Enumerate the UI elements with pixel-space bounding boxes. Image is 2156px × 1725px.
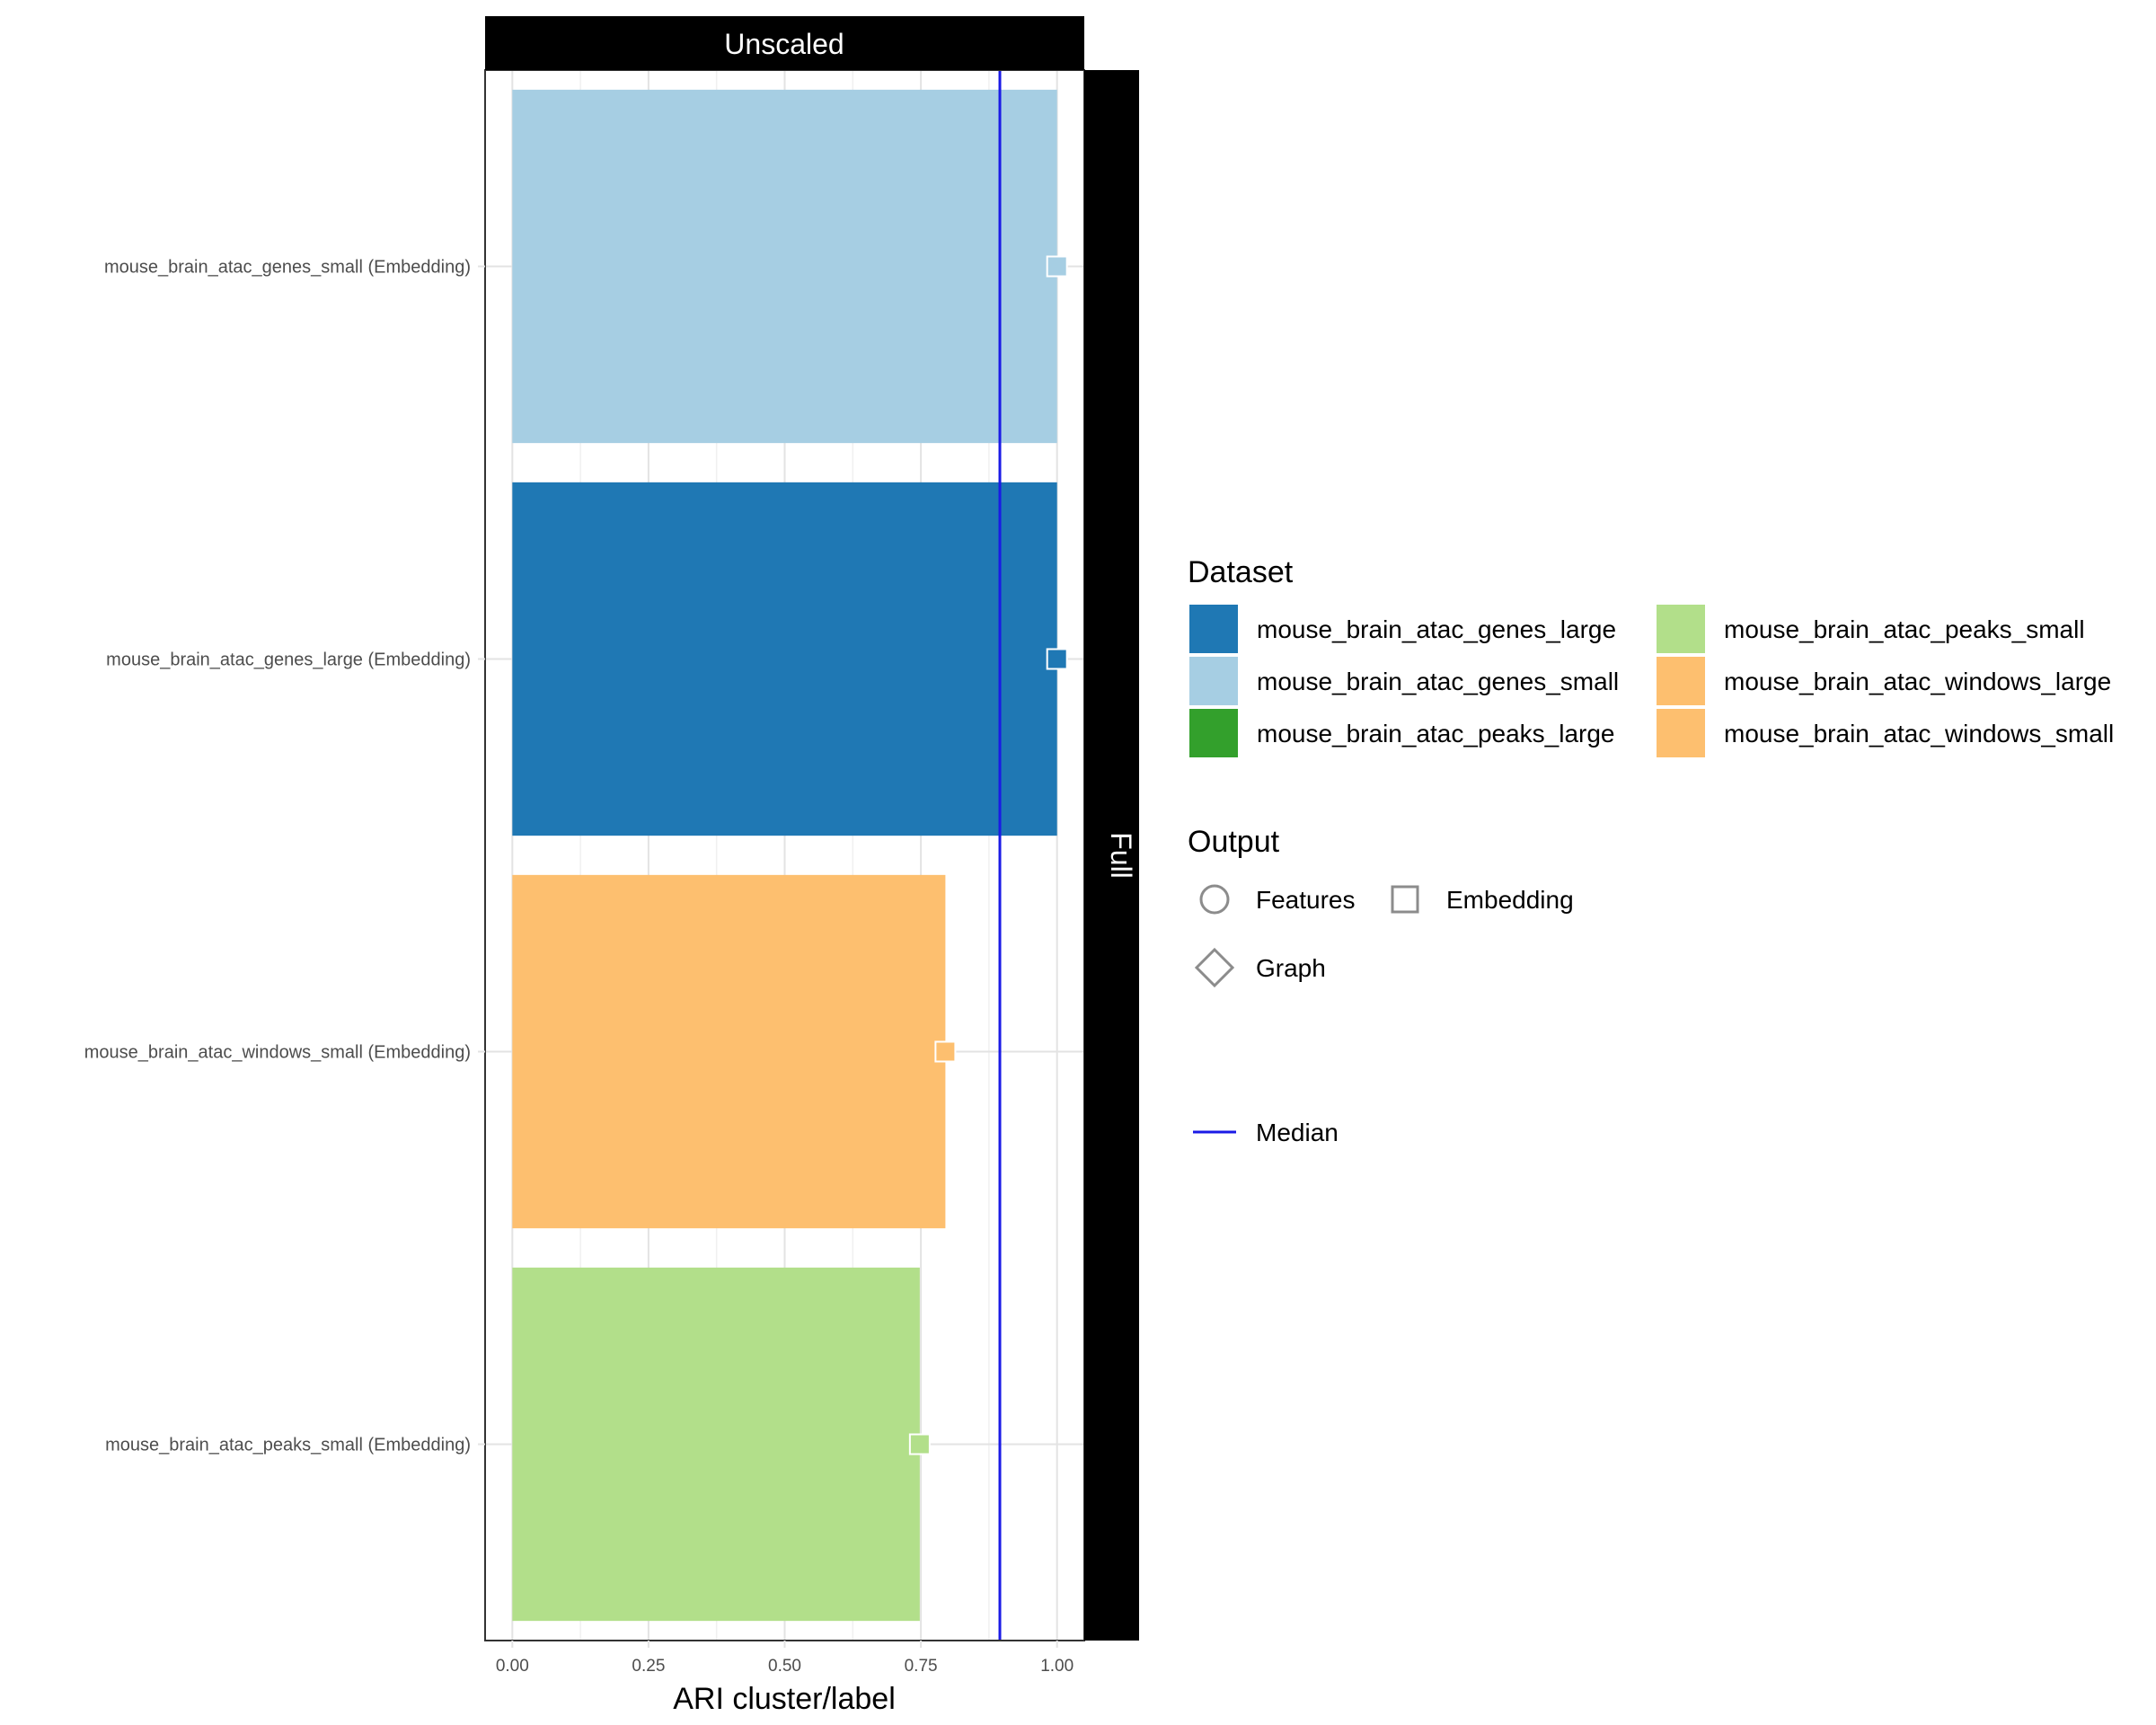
legend-shape-Embedding xyxy=(1391,885,1419,914)
legend-label-Embedding: Embedding xyxy=(1446,886,1574,914)
bar-mouse_brain_atac_genes_large xyxy=(512,482,1057,836)
points xyxy=(908,255,1068,1455)
legend-key-mouse_brain_atac_genes_small xyxy=(1188,655,1240,707)
legend-label-mouse_brain_atac_windows_large: mouse_brain_atac_windows_large xyxy=(1724,668,2111,695)
x-axis: 0.00 0.25 0.50 0.75 1.00 xyxy=(496,1641,1074,1676)
legend-label-mouse_brain_atac_genes_large: mouse_brain_atac_genes_large xyxy=(1257,615,1616,643)
legend-shape-Graph xyxy=(1194,947,1235,988)
legend-key-mouse_brain_atac_peaks_small xyxy=(1655,603,1707,655)
legend-median-label: Median xyxy=(1256,1119,1339,1146)
bar-mouse_brain_atac_peaks_small xyxy=(512,1267,920,1622)
legend-dataset: Dataset mouse_brain_atac_genes_largemous… xyxy=(1188,555,2114,759)
y-tick-label: mouse_brain_atac_genes_large (Embedding) xyxy=(106,650,471,670)
legend-key-mouse_brain_atac_windows_large xyxy=(1655,655,1707,707)
x-tick-label: 0.00 xyxy=(496,1657,529,1676)
legend-label-mouse_brain_atac_windows_small: mouse_brain_atac_windows_small xyxy=(1724,720,2114,748)
legend-shape-Features xyxy=(1199,884,1230,915)
bar-mouse_brain_atac_genes_small xyxy=(512,89,1057,444)
facet-strip-top-label: Unscaled xyxy=(724,28,844,60)
bars xyxy=(512,89,1057,1622)
legend-dataset-title: Dataset xyxy=(1188,555,1294,589)
x-axis-title: ARI cluster/label xyxy=(673,1682,896,1716)
facet-strip-top: Unscaled xyxy=(485,16,1084,70)
legend-label-mouse_brain_atac_peaks_large: mouse_brain_atac_peaks_large xyxy=(1257,720,1615,748)
legend-key-mouse_brain_atac_windows_small xyxy=(1655,707,1707,759)
legend-output-title: Output xyxy=(1188,825,1280,859)
facet-strip-right: Full xyxy=(1084,70,1139,1641)
y-tick-label: mouse_brain_atac_peaks_small (Embedding) xyxy=(105,1436,471,1455)
facet-strip-right-label: Full xyxy=(1105,832,1137,879)
bar-mouse_brain_atac_windows_small xyxy=(512,874,946,1229)
x-tick-label: 0.25 xyxy=(632,1657,665,1676)
point-mouse_brain_atac_genes_large xyxy=(1046,648,1068,670)
point-mouse_brain_atac_genes_small xyxy=(1046,255,1068,278)
x-tick-label: 0.75 xyxy=(905,1657,938,1676)
point-mouse_brain_atac_peaks_small xyxy=(908,1433,931,1455)
legend-key-mouse_brain_atac_genes_large xyxy=(1188,603,1240,655)
facet-strip-top-background xyxy=(485,16,1084,70)
legend-output: Output Features Embedding Graph xyxy=(1188,825,1574,988)
facet-strip-right-background xyxy=(1084,70,1139,1641)
y-axis: mouse_brain_atac_genes_small (Embedding)… xyxy=(84,258,485,1455)
legend-label-mouse_brain_atac_genes_small: mouse_brain_atac_genes_small xyxy=(1257,668,1619,695)
y-tick-label: mouse_brain_atac_windows_small (Embeddin… xyxy=(84,1043,471,1063)
legend-label-Graph: Graph xyxy=(1256,954,1326,982)
x-tick-label: 1.00 xyxy=(1040,1657,1074,1676)
point-mouse_brain_atac_windows_small xyxy=(934,1040,957,1063)
legend-label-Features: Features xyxy=(1256,886,1356,914)
x-tick-label: 0.50 xyxy=(768,1657,801,1676)
legend-label-mouse_brain_atac_peaks_small: mouse_brain_atac_peaks_small xyxy=(1724,615,2085,643)
legend-key-mouse_brain_atac_peaks_large xyxy=(1188,707,1240,759)
legend-median: Median xyxy=(1193,1119,1339,1146)
y-tick-label: mouse_brain_atac_genes_small (Embedding) xyxy=(104,258,471,278)
